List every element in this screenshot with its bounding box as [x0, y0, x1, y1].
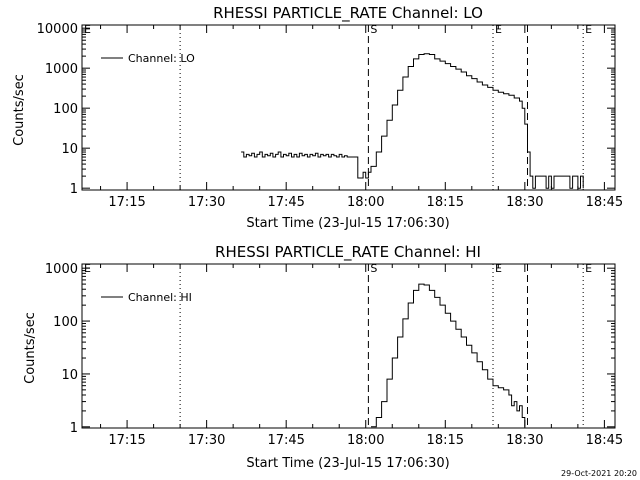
lo-chart-panel: RHESSI PARTICLE_RATE Channel: LO Counts/…: [12, 4, 623, 231]
hi-x-tick-label: 17:45: [267, 433, 304, 448]
lo-legend-label: Channel: LO: [128, 52, 195, 65]
lo-x-tick-label: 18:15: [427, 195, 464, 210]
hi-x-tick-label: 17:30: [188, 433, 225, 448]
lo-y-axis: 1 10 100 1000 10000: [37, 22, 615, 197]
lo-legend: Channel: LO: [101, 52, 195, 65]
footer-timestamp: 29-Oct-2021 20:20: [561, 469, 637, 478]
lo-event-lines: [179, 25, 584, 190]
lo-x-tick-label: 18:00: [347, 195, 384, 210]
hi-x-tick-label: 18:00: [347, 433, 384, 448]
lo-x-tick-label: 18:45: [586, 195, 623, 210]
hi-y-tick-label: 1000: [45, 262, 78, 277]
lo-x-axis: 17:15 17:30 17:45 18:00 18:15 18:30 18:45: [100, 25, 623, 210]
lo-y-axis-label: Counts/sec: [12, 74, 27, 146]
hi-annotation-marker: E: [495, 262, 502, 275]
hi-y-tick-label: 100: [53, 315, 78, 330]
hi-x-tick-label: 18:30: [506, 433, 543, 448]
hi-legend: Channel: HI: [101, 291, 192, 304]
hi-annotation-marker: S: [370, 262, 377, 275]
lo-y-tick-label: 100: [53, 102, 78, 117]
lo-x-tick-label: 17:15: [108, 195, 145, 210]
hi-series-line-0: [371, 283, 526, 428]
lo-series-line-0: [241, 53, 584, 189]
hi-y-tick-label: 1: [70, 421, 78, 436]
hi-series: [371, 283, 526, 428]
lo-y-tick-label: 10000: [37, 22, 78, 37]
lo-x-tick-label: 18:30: [506, 195, 543, 210]
lo-chart-title: RHESSI PARTICLE_RATE Channel: LO: [213, 4, 483, 23]
hi-annotation-marker: E: [585, 262, 592, 275]
lo-x-tick-label: 17:45: [267, 195, 304, 210]
lo-y-tick-label: 10: [61, 142, 78, 157]
hi-plot-frame: [81, 263, 616, 429]
hi-x-tick-label: 17:15: [108, 433, 145, 448]
lo-annotation-marker: S: [370, 23, 377, 36]
hi-y-tick-label: 10: [61, 368, 78, 383]
hi-x-axis: 17:15 17:30 17:45 18:00 18:15 18:30 18:45: [100, 264, 623, 448]
lo-plot-frame: [81, 24, 616, 191]
hi-chart-title: RHESSI PARTICLE_RATE Channel: HI: [215, 243, 481, 262]
hi-y-axis-label: Counts/sec: [23, 312, 38, 384]
hi-event-lines: [179, 264, 584, 428]
lo-x-tick-label: 17:30: [188, 195, 225, 210]
hi-x-tick-label: 18:45: [586, 433, 623, 448]
hi-y-axis: 1 10 100 1000: [45, 262, 615, 436]
lo-y-tick-label: 1000: [45, 62, 78, 77]
lo-x-axis-label: Start Time (23-Jul-15 17:06:30): [246, 216, 449, 231]
hi-legend-label: Channel: HI: [128, 291, 192, 304]
lo-annotation-marker: E: [585, 23, 592, 36]
hi-x-axis-label: Start Time (23-Jul-15 17:06:30): [246, 456, 449, 471]
lo-annotation-marker: E: [495, 23, 502, 36]
lo-series: [241, 53, 584, 189]
hi-chart-panel: RHESSI PARTICLE_RATE Channel: HI Counts/…: [23, 243, 623, 471]
hi-x-tick-label: 18:15: [427, 433, 464, 448]
lo-y-tick-label: 1: [70, 182, 78, 197]
lo-annotation-marker: E: [84, 23, 91, 36]
